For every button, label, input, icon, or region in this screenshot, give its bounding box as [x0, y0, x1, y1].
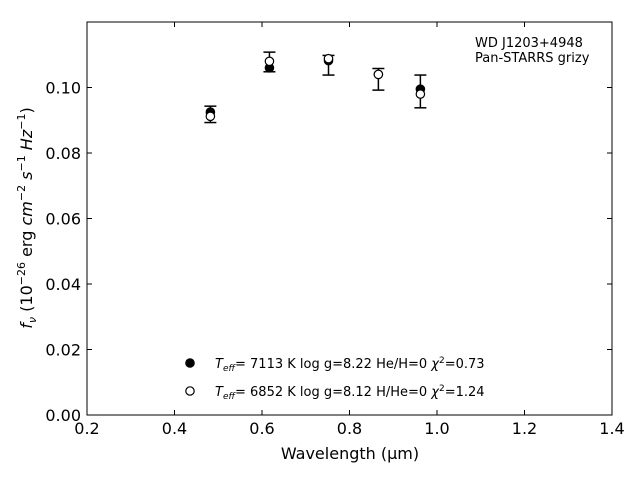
legend-marker-open [185, 386, 195, 396]
y-tick-label: 0.10 [45, 79, 81, 98]
x-tick-label: 0.2 [74, 419, 99, 438]
x-tick-label: 0.8 [337, 419, 362, 438]
y-tick-label: 0.06 [45, 210, 81, 229]
annotation-target: WD J1203+4948 [475, 36, 583, 51]
x-tick-label: 1.0 [424, 419, 449, 438]
y-tick-label: 0.08 [45, 144, 81, 163]
x-tick-label: 1.4 [599, 419, 624, 438]
y-axis-title: fν (10−26 erg cm−2 s−1 Hz−1) [15, 107, 39, 328]
x-tick-label: 1.2 [512, 419, 537, 438]
y-tick-label: 0.00 [45, 406, 81, 425]
x-tick-label: 0.6 [249, 419, 274, 438]
x-axis-title: Wavelength (μm) [281, 444, 419, 463]
legend-label: Teff= 6852 K log g=8.12 H/He=0 χ2=1.24 [215, 384, 485, 402]
annotation-survey: Pan-STARRS grizy [475, 51, 590, 66]
legend-label: Teff= 7113 K log g=8.22 He/H=0 χ2=0.73 [215, 356, 485, 374]
open-model-point [264, 56, 275, 67]
axis-ticks: 0.2 0.4 0.6 0.8 1.0 1.2 1.4 0.00 0.02 0.04 0.06 0.0… [45, 22, 625, 438]
open-model-point [205, 111, 216, 122]
plot-area [86, 21, 613, 416]
open-model-point [323, 53, 334, 64]
open-model-point [373, 69, 384, 80]
x-tick-label: 0.4 [162, 419, 187, 438]
legend-marker-filled [185, 358, 195, 368]
y-tick-label: 0.04 [45, 275, 81, 294]
y-tick-label: 0.02 [45, 341, 81, 360]
data-marks [204, 51, 427, 124]
legend: Teff= 7113 K log g=8.22 He/H=0 χ2=0.73 Te… [185, 356, 485, 402]
open-model-point [415, 89, 426, 99]
